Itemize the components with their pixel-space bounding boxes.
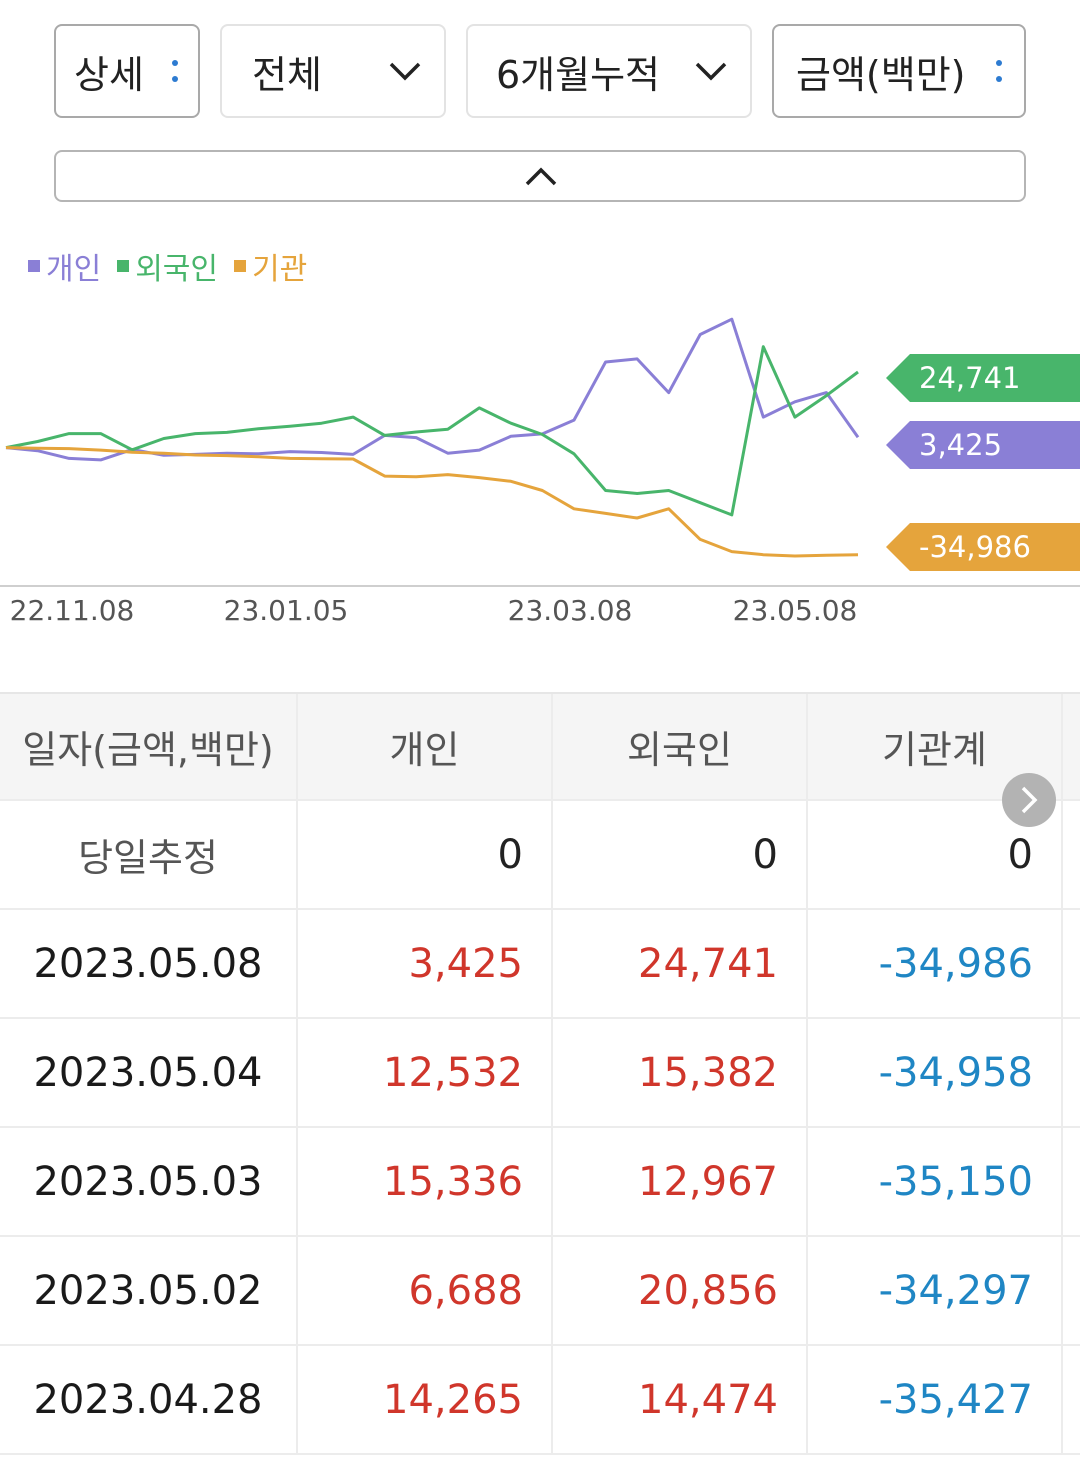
- table-row[interactable]: 2023.05.04 12,532 15,382 -34,958: [0, 1019, 1080, 1128]
- investor-trend-chart: 24,741 3,425 -34,986 22.11.08 23.01.05 23.03…: [0, 317, 1080, 627]
- value-tags: 24,741 3,425 -34,986: [886, 354, 1080, 571]
- cell-foreign: 15,382: [553, 1019, 808, 1126]
- scroll-right-button[interactable]: [1002, 773, 1056, 827]
- series-line-1: [5, 345, 859, 517]
- cell-foreign: 12,967: [553, 1128, 808, 1235]
- cell-date: 2023.05.02: [0, 1237, 298, 1344]
- row-spacer: [1063, 1346, 1080, 1453]
- cell-institution: 0: [808, 801, 1063, 908]
- header-spacer: [1063, 694, 1080, 799]
- market-label: 전체: [252, 52, 322, 97]
- row-spacer: [1063, 910, 1080, 1017]
- period-select[interactable]: 6개월누적: [466, 24, 752, 118]
- cell-foreign: 20,856: [553, 1237, 808, 1344]
- x-tick-label: 23.01.05: [224, 594, 349, 627]
- cell-foreign: 24,741: [553, 910, 808, 1017]
- x-tick-label: 22.11.08: [10, 594, 135, 627]
- cell-individual: 12,532: [298, 1019, 553, 1126]
- chevron-down-icon: [695, 62, 727, 81]
- cell-individual: 14,265: [298, 1346, 553, 1453]
- estimate-label: 당일추정: [0, 801, 298, 908]
- table-row[interactable]: 2023.05.02 6,688 20,856 -34,297: [0, 1237, 1080, 1346]
- unit-button[interactable]: 금액(백만): [772, 24, 1026, 118]
- market-select[interactable]: 전체: [220, 24, 446, 118]
- cell-individual: 0: [298, 801, 553, 908]
- table-row[interactable]: 2023.05.08 3,425 24,741 -34,986: [0, 910, 1080, 1019]
- table-row[interactable]: 2023.05.03 15,336 12,967 -35,150: [0, 1128, 1080, 1237]
- value-tag-label: 3,425: [919, 428, 1002, 462]
- cell-date: 2023.04.28: [0, 1346, 298, 1453]
- header-individual[interactable]: 개인: [298, 694, 553, 799]
- row-spacer: [1063, 1128, 1080, 1235]
- x-tick-label: 23.05.08: [733, 594, 858, 627]
- cell-foreign: 0: [553, 801, 808, 908]
- filter-bar: 상세 전체 6개월누적 금액(백만): [54, 24, 1026, 122]
- legend-foreign: 외국인: [117, 244, 218, 288]
- value-tag-0: 3,425: [886, 421, 1080, 469]
- value-tag-2: -34,986: [886, 523, 1080, 571]
- legend-institution: 기관: [234, 244, 307, 288]
- value-tag-label: 24,741: [919, 361, 1020, 395]
- cell-institution: -34,986: [808, 910, 1063, 1017]
- chart-legend: 개인 외국인 기관: [28, 244, 307, 288]
- collapse-button[interactable]: [54, 150, 1026, 202]
- period-label: 6개월누적: [496, 52, 661, 97]
- header-foreign[interactable]: 외국인: [553, 694, 808, 799]
- cell-institution: -35,150: [808, 1128, 1063, 1235]
- value-tag-1: 24,741: [886, 354, 1080, 402]
- table-row[interactable]: 2023.04.28 14,265 14,474 -35,427: [0, 1346, 1080, 1455]
- cell-institution: -34,297: [808, 1237, 1063, 1344]
- chevron-down-icon: [389, 62, 421, 81]
- chevron-up-icon: [525, 167, 557, 186]
- row-spacer: [1063, 1237, 1080, 1344]
- legend-individual: 개인: [28, 244, 101, 288]
- series-line-2: [5, 446, 859, 558]
- table-header: 일자(금액,백만) 개인 외국인 기관계: [0, 692, 1080, 801]
- header-institution[interactable]: 기관계: [808, 694, 1063, 799]
- table-row-estimate: 당일추정 0 0 0: [0, 801, 1080, 910]
- cell-date: 2023.05.08: [0, 910, 298, 1017]
- series-layer: [5, 317, 860, 558]
- cell-date: 2023.05.03: [0, 1128, 298, 1235]
- cell-individual: 6,688: [298, 1237, 553, 1344]
- unit-label: 금액(백만): [796, 52, 966, 97]
- detail-button[interactable]: 상세: [54, 24, 200, 118]
- x-ticks: 22.11.08 23.01.05 23.03.08 23.05.08: [10, 594, 858, 627]
- investor-table: 일자(금액,백만) 개인 외국인 기관계 당일추정 0 0 0 2023.05.…: [0, 692, 1080, 1455]
- kebab-icon: [172, 60, 178, 92]
- cell-individual: 15,336: [298, 1128, 553, 1235]
- cell-date: 2023.05.04: [0, 1019, 298, 1126]
- row-spacer: [1063, 801, 1080, 908]
- row-spacer: [1063, 1019, 1080, 1126]
- cell-individual: 3,425: [298, 910, 553, 1017]
- x-tick-label: 23.03.08: [508, 594, 633, 627]
- series-line-0: [5, 317, 860, 462]
- chevron-right-icon: [1021, 786, 1038, 814]
- cell-institution: -35,427: [808, 1346, 1063, 1453]
- value-tag-label: -34,986: [919, 530, 1031, 564]
- detail-label: 상세: [74, 52, 144, 97]
- cell-institution: -34,958: [808, 1019, 1063, 1126]
- cell-foreign: 14,474: [553, 1346, 808, 1453]
- header-date[interactable]: 일자(금액,백만): [0, 694, 298, 799]
- kebab-icon: [996, 60, 1002, 92]
